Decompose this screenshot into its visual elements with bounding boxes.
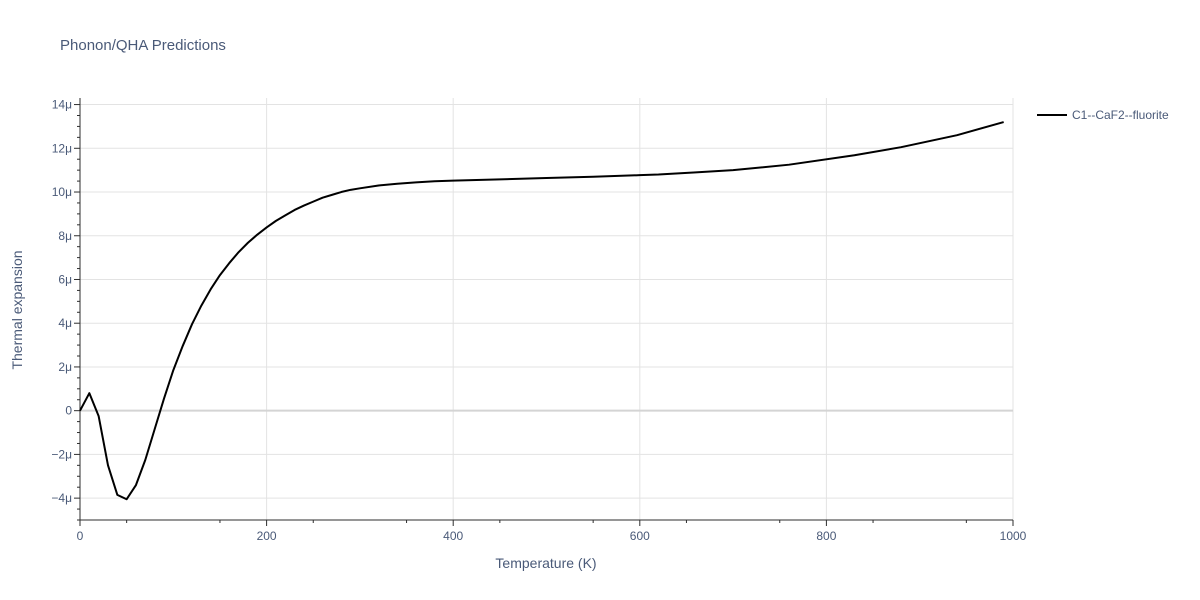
y-tick-label: 10μ: [52, 185, 72, 199]
y-tick-label: 2μ: [58, 360, 72, 374]
x-axis-ticks: 0 200 400 600 800 1000: [77, 520, 1027, 543]
y-axis-ticks: −4μ −2μ 0 2μ 4μ 6μ 8μ 10μ 12μ 14μ: [51, 98, 80, 521]
legend[interactable]: C1--CaF2--fluorite: [1037, 108, 1169, 122]
x-axis-title: Temperature (K): [495, 555, 596, 571]
y-tick-label: 12μ: [52, 141, 72, 155]
legend-label: C1--CaF2--fluorite: [1072, 108, 1169, 122]
x-tick-label: 800: [816, 529, 836, 543]
x-tick-label: 200: [257, 529, 277, 543]
x-tick-label: 0: [77, 529, 84, 543]
x-tick-label: 600: [630, 529, 650, 543]
y-tick-label: 8μ: [58, 229, 72, 243]
series-line: [79, 121, 1004, 501]
y-tick-label: 0: [65, 404, 72, 418]
series-layer: [79, 121, 1004, 501]
x-tick-label: 400: [443, 529, 463, 543]
y-tick-label: 4μ: [58, 316, 72, 330]
y-tick-label: 6μ: [58, 272, 72, 286]
chart-title: Phonon/QHA Predictions: [60, 37, 226, 54]
axes: [79, 98, 1013, 521]
y-tick-label: −4μ: [51, 491, 72, 505]
y-axis-title: Thermal expansion: [9, 250, 25, 369]
y-tick-label: −2μ: [51, 447, 72, 461]
grid: [80, 98, 1014, 520]
x-tick-label: 1000: [1000, 529, 1027, 543]
y-tick-label: 14μ: [52, 98, 72, 112]
